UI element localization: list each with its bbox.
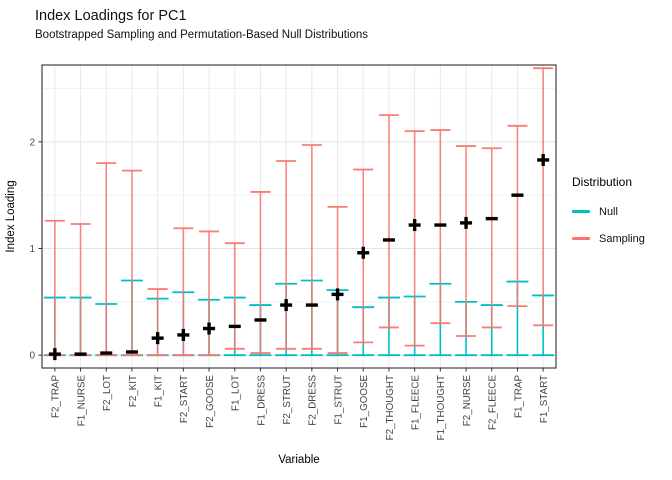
svg-text:F2_FLEECE: F2_FLEECE bbox=[488, 375, 499, 430]
svg-text:F1_START: F1_START bbox=[539, 375, 550, 423]
legend: Distribution Null Sampling bbox=[572, 175, 645, 257]
svg-text:F1_FLEECE: F1_FLEECE bbox=[410, 375, 421, 430]
svg-text:F1_KIT: F1_KIT bbox=[153, 375, 164, 407]
legend-title: Distribution bbox=[572, 175, 633, 189]
svg-text:F2_STRUT: F2_STRUT bbox=[282, 375, 293, 425]
svg-text:F2_DRESS: F2_DRESS bbox=[308, 375, 319, 426]
legend-item-sampling-label: Sampling bbox=[599, 232, 645, 245]
svg-text:2: 2 bbox=[29, 137, 35, 148]
chart-subtitle: Bootstrapped Sampling and Permutation-Ba… bbox=[35, 29, 369, 41]
svg-text:F1_TRAP: F1_TRAP bbox=[513, 375, 524, 418]
null-line-swatch bbox=[572, 210, 590, 213]
sampling-line-swatch bbox=[572, 237, 590, 240]
svg-text:F2_KIT: F2_KIT bbox=[128, 375, 139, 407]
svg-text:F1_NURSE: F1_NURSE bbox=[76, 375, 87, 427]
svg-text:F2_START: F2_START bbox=[179, 375, 190, 423]
svg-text:F2_GOOSE: F2_GOOSE bbox=[205, 375, 216, 428]
svg-text:1: 1 bbox=[29, 244, 35, 255]
svg-text:F2_LOT: F2_LOT bbox=[102, 375, 113, 411]
legend-item-sampling: Sampling bbox=[572, 230, 645, 247]
svg-text:F1_LOT: F1_LOT bbox=[231, 375, 242, 411]
legend-item-null-label: Null bbox=[599, 205, 618, 218]
svg-text:F2_THOUGHT: F2_THOUGHT bbox=[385, 375, 396, 440]
svg-text:0: 0 bbox=[29, 351, 35, 362]
legend-item-null: Null bbox=[572, 203, 645, 220]
svg-text:Variable: Variable bbox=[278, 454, 319, 466]
svg-text:F1_DRESS: F1_DRESS bbox=[256, 375, 267, 426]
svg-text:F2_TRAP: F2_TRAP bbox=[51, 375, 62, 418]
svg-text:F1_THOUGHT: F1_THOUGHT bbox=[436, 375, 447, 440]
chart-title: Index Loadings for PC1 bbox=[35, 8, 187, 24]
svg-text:F1_STRUT: F1_STRUT bbox=[333, 375, 344, 425]
svg-text:F2_NURSE: F2_NURSE bbox=[462, 375, 473, 427]
svg-text:F1_GOOSE: F1_GOOSE bbox=[359, 375, 370, 428]
svg-text:Index Loading: Index Loading bbox=[5, 180, 17, 252]
